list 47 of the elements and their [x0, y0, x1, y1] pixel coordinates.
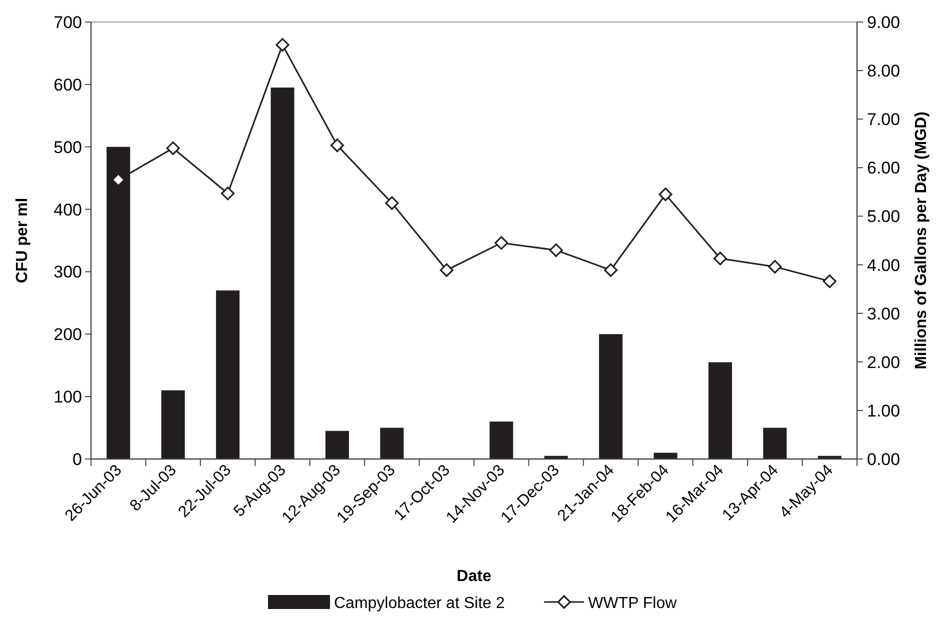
point [276, 38, 290, 52]
x-axis-title: Date [456, 568, 492, 585]
y2-tick-label: 2.00 [867, 352, 900, 372]
point [166, 141, 180, 156]
point [713, 252, 728, 266]
y2-axis-title: Millions of Gallons per Day (MGD) [913, 112, 930, 370]
bar [763, 428, 787, 459]
bar [161, 390, 185, 459]
y-tick-label: 300 [54, 262, 82, 282]
point [385, 196, 399, 210]
y2-tick-label: 6.00 [867, 158, 900, 178]
bar [708, 362, 732, 459]
point [549, 243, 563, 258]
y-axis-title: CFU per ml [14, 198, 31, 284]
y2-tick-label: 0.00 [867, 450, 900, 469]
y-tick-label: 500 [54, 138, 82, 157]
point [112, 173, 126, 187]
point [440, 263, 454, 277]
y-tick-label: 200 [54, 325, 82, 344]
y-tick-label: 400 [54, 200, 82, 220]
y-tick-label: 700 [54, 13, 82, 32]
y2-tick-label: 9.00 [867, 13, 900, 32]
legend-label: Campylobacter at Site 2 [334, 595, 505, 612]
y2-tick-label: 3.00 [867, 304, 900, 324]
y2-tick-label: 8.00 [867, 62, 900, 81]
point [658, 188, 672, 202]
bar [654, 452, 678, 459]
y2-tick-label: 4.00 [867, 256, 900, 275]
y2-tick-label: 5.00 [867, 207, 900, 226]
y-tick-label: 100 [54, 388, 82, 407]
point [822, 274, 836, 288]
y2-tick-label: 7.00 [867, 110, 900, 130]
point [494, 236, 508, 250]
bar [216, 290, 240, 459]
bar [599, 334, 623, 459]
legend-label: WWTP Flow [588, 595, 678, 612]
point [768, 260, 782, 274]
y-tick-label: 600 [54, 75, 82, 94]
point [330, 138, 344, 152]
bar [490, 422, 514, 459]
point [220, 186, 235, 200]
y-tick-label: 0 [72, 450, 82, 469]
bar [380, 428, 404, 459]
bar [270, 88, 294, 459]
point [604, 263, 618, 277]
bar [325, 430, 349, 459]
y2-tick-label: 1.00 [867, 401, 900, 420]
